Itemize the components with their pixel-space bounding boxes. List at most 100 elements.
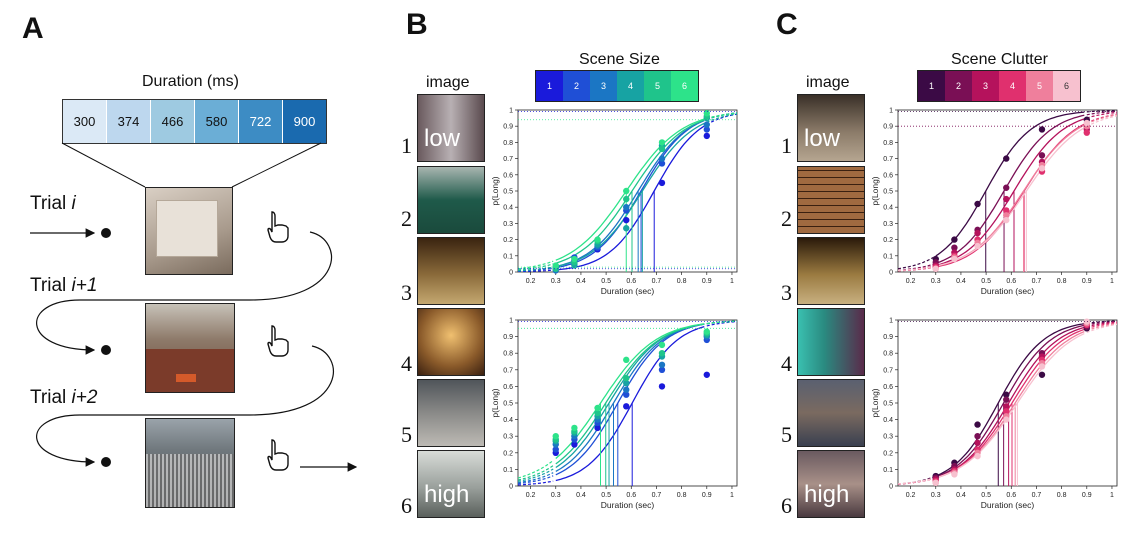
fit-extrapolation-3 [1086,111,1117,119]
data-point-1 [658,383,666,390]
fit-extrapolation-6 [518,260,554,270]
data-point-2 [658,160,666,167]
x-tick-label: 0.8 [677,278,687,285]
fit-extrapolation-6 [518,460,554,479]
fit-curve-5 [935,124,1085,267]
fit-extrapolation-4 [1086,322,1117,330]
data-point-3 [974,229,981,237]
x-tick-label: 0.2 [526,492,536,499]
fit-extrapolation-3 [518,472,554,484]
hand-pointer-icon [267,325,289,357]
scene-clutter-image-1: low [797,94,865,162]
fit-curve-2 [935,324,1085,478]
x-tick-label: 0.3 [931,492,941,499]
data-point-6 [594,236,601,243]
y-tick-label: 0.9 [883,334,893,341]
data-point-1 [658,179,666,187]
scene-size-image-4 [417,308,485,376]
trial-label-1: Trial i [30,193,76,214]
x-tick-label: 0.2 [526,278,536,285]
data-point-1 [703,371,710,378]
data-point-6 [571,424,578,432]
y-tick-label: 0.3 [503,434,513,441]
data-point-6 [951,471,958,478]
data-point-4 [1003,408,1010,415]
y-tick-label: 0 [509,484,513,491]
y-tick-label: 0.5 [503,189,513,196]
data-point-6 [703,328,710,335]
scene-size-image-6: high [417,450,485,518]
data-point-6 [703,110,710,117]
x-tick-label: 1 [1110,278,1114,285]
trial-diagram [30,142,358,472]
fit-extrapolation-1 [518,480,554,486]
legend-b: 1 2 3 4 5 6 [535,70,699,102]
legend-c-4: 4 [999,71,1026,101]
y-tick-label: 1 [509,318,513,325]
zoom-line-right [231,142,322,188]
y-tick-label: 0.8 [503,140,513,147]
data-point-6 [623,356,630,364]
fit-extrapolation-6 [1086,323,1117,334]
legend-c-2: 2 [945,71,972,101]
fit-curve-6 [935,127,1085,267]
row-number-b-2: 2 [401,206,412,231]
x-tick-label: 0.6 [1006,278,1016,285]
data-point-6 [1003,416,1010,423]
row-number-c-4: 4 [781,351,792,376]
duration-title: Duration (ms) [142,73,239,90]
data-point-6 [951,255,958,263]
y-tick-label: 0.1 [503,467,513,474]
row-number-b-3: 3 [401,280,412,305]
data-point-4 [1003,207,1010,214]
y-tick-label: 0.5 [883,401,893,408]
data-point-1 [1003,155,1010,162]
x-tick-label: 0.8 [1057,492,1067,499]
data-point-6 [1038,363,1046,370]
data-point-6 [594,404,601,412]
legend-c: 1 2 3 4 5 6 [917,70,1081,102]
data-point-3 [658,361,666,369]
y-tick-label: 0.9 [883,124,893,131]
data-point-3 [623,386,630,393]
fit-extrapolation-4 [518,468,554,482]
data-point-1 [974,200,981,208]
data-point-6 [1083,119,1090,127]
duration-cell-5: 722 [239,100,283,143]
fit-extrapolation-6 [1086,115,1117,127]
x-tick-label: 1 [730,278,734,285]
fit-extrapolation-4 [518,266,554,272]
y-tick-label: 0.8 [883,351,893,358]
x-tick-label: 0.7 [1032,492,1042,499]
scene-size-image-3 [417,237,485,305]
fit-extrapolation-2 [1086,110,1117,116]
data-point-1 [1038,126,1046,133]
x-tick-label: 0.9 [702,278,712,285]
fit-curve-1 [555,125,705,271]
data-point-5 [623,374,630,382]
fit-curve-2 [555,323,705,476]
x-tick-label: 0.6 [1006,492,1016,499]
legend-c-1: 1 [918,71,945,101]
fit-extrapolation-6 [706,112,737,119]
trial-image-stadium [145,418,235,508]
data-point-2 [974,433,981,440]
x-axis-label: Duration (sec) [981,500,1035,510]
data-point-1 [623,403,630,410]
data-point-4 [1083,129,1090,136]
data-point-5 [1003,212,1010,219]
fit-curve-4 [555,323,705,469]
fit-curve-3 [555,119,705,268]
data-point-6 [1038,165,1046,172]
hand-pointer-icon [267,211,289,243]
y-tick-label: 0.2 [503,450,513,457]
legend-c-6: 6 [1053,71,1080,101]
fit-curve-5 [555,119,705,264]
data-point-6 [1003,216,1010,224]
data-point-6 [1083,318,1090,325]
y-axis-label: p(Long) [870,176,880,205]
legend-b-4: 4 [617,71,644,101]
x-tick-label: 0.5 [981,492,991,499]
y-tick-label: 1 [509,108,513,115]
y-tick-label: 0.7 [883,156,893,163]
